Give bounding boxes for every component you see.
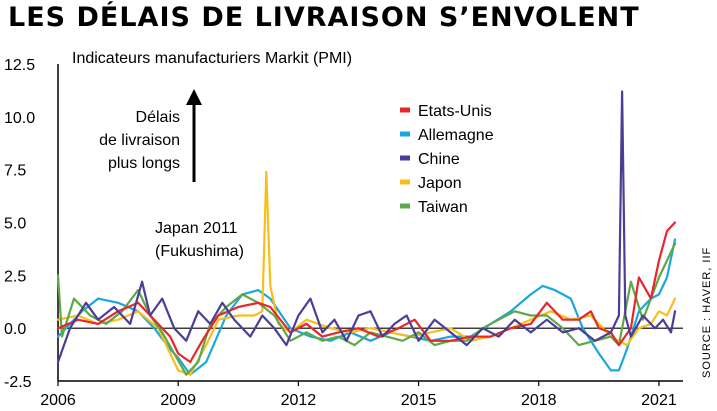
series-line-etats-unis <box>56 221 677 364</box>
x-tick-label: 2006 <box>40 392 76 409</box>
chart-subtitle: Indicateurs manufacturiers Markit (PMI) <box>72 50 352 67</box>
arrow-annotation-line: Délais <box>136 109 180 126</box>
legend: Etats-Unis Allemagne Chine Japon Taiwan <box>400 103 494 216</box>
series-line-taiwan <box>56 242 677 376</box>
arrow-annotation-line: de livraison <box>99 132 180 149</box>
y-tick-label: 2.5 <box>4 268 26 285</box>
x-tick-label: 2015 <box>401 392 437 409</box>
x-tick-label: 2021 <box>641 392 677 409</box>
y-tick-label: -2.5 <box>4 374 32 391</box>
legend-label: Allemagne <box>418 127 494 144</box>
chart-title: LES DÉLAIS DE LIVRAISON S’ENVOLENT <box>8 2 640 33</box>
series-line-chine <box>56 90 677 364</box>
longer-delays-annotation: Délais de livraison plus longs <box>99 89 202 182</box>
arrow-annotation-line: plus longs <box>108 155 180 172</box>
y-tick-label: 0.0 <box>4 321 26 338</box>
source-note: SOURCE : HAVER, IIF <box>701 246 713 378</box>
event-annotation-line: Japan 2011 <box>155 220 238 237</box>
event-annotation-line: (Fukushima) <box>155 243 244 260</box>
x-tick-label: 2009 <box>160 392 196 409</box>
legend-label: Etats-Unis <box>418 103 492 120</box>
legend-label: Japon <box>418 175 462 192</box>
y-tick-label: 5.0 <box>4 216 26 233</box>
y-tick-label: 12.5 <box>4 57 35 74</box>
x-tick-label: 2012 <box>281 392 317 409</box>
legend-label: Chine <box>418 151 460 168</box>
series-line-allemagne <box>56 238 677 376</box>
y-tick-label: 10.0 <box>4 110 35 127</box>
axes: -2.5 0.0 2.5 5.0 7.5 10.0 12.5 2006 2009 2012 2015… <box>4 57 683 409</box>
y-tick-label: 7.5 <box>4 163 26 180</box>
legend-label: Taiwan <box>418 199 468 216</box>
fukushima-annotation: Japan 2011 (Fukushima) <box>155 220 244 260</box>
x-tick-label: 2018 <box>521 392 557 409</box>
up-arrow-head <box>186 89 202 105</box>
series-layer <box>56 90 677 376</box>
